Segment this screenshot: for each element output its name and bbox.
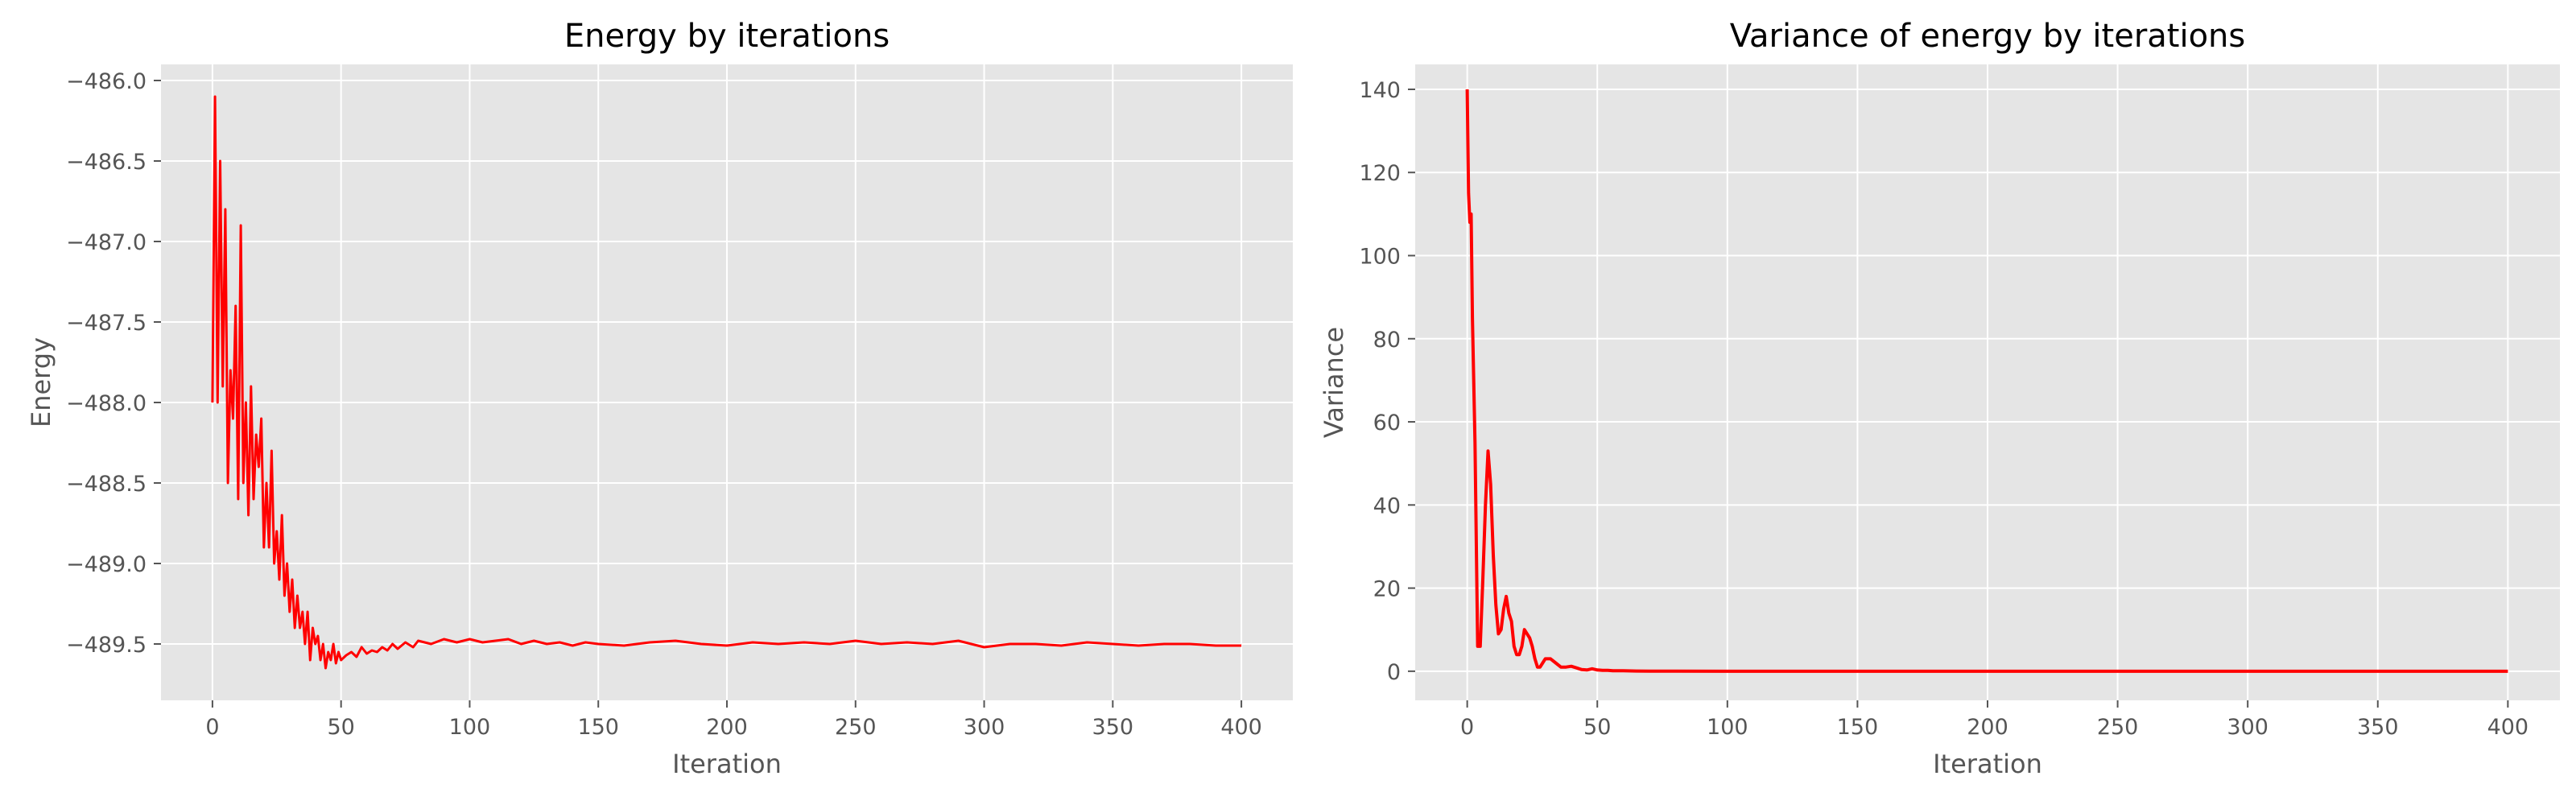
energy-x-tick-label: 350: [1092, 715, 1134, 740]
energy-y-tick-label: −489.0: [66, 552, 147, 577]
variance-x-tick-label: 350: [2357, 715, 2399, 740]
energy-y-tick-label: −487.5: [66, 311, 147, 336]
variance-x-tick-label: 400: [2487, 715, 2529, 740]
energy-y-tick-label: −487.0: [66, 230, 147, 255]
energy-y-axis-label: Energy: [26, 337, 56, 427]
energy-x-axis-label: Iteration: [672, 749, 782, 779]
variance-x-tick-label: 0: [1460, 715, 1474, 740]
variance-y-tick-label: 120: [1359, 161, 1401, 186]
variance-y-tick-label: 60: [1373, 411, 1401, 435]
variance-chart-panel: 0 50 100 150 200 250 300 350 400 0 20 40 60 80 100 120 1…: [1319, 18, 2560, 779]
energy-x-tick-label: 400: [1220, 715, 1262, 740]
variance-x-axis-label: Iteration: [1933, 749, 2042, 779]
energy-x-tick-label: 200: [706, 715, 748, 740]
variance-y-tick-label: 80: [1373, 328, 1401, 353]
variance-x-tick-label: 200: [1967, 715, 2008, 740]
energy-x-tick-label: 250: [835, 715, 877, 740]
variance-y-tick-label: 100: [1359, 245, 1401, 270]
variance-y-tick-label: 40: [1373, 493, 1401, 518]
variance-chart-title: Variance of energy by iterations: [1730, 18, 2245, 55]
variance-y-tick-label: 0: [1387, 660, 1401, 685]
energy-y-tick-label: −486.0: [66, 69, 147, 94]
energy-x-tick-label: 50: [328, 715, 355, 740]
energy-x-tick-label: 300: [964, 715, 1005, 740]
variance-y-tick-label: 20: [1373, 577, 1401, 602]
energy-y-tick-label: −488.5: [66, 472, 147, 497]
energy-series-line: [211, 95, 1242, 670]
energy-x-tick-label: 150: [577, 715, 619, 740]
variance-x-tick-label: 50: [1583, 715, 1611, 740]
variance-x-tick-label: 250: [2097, 715, 2139, 740]
energy-chart-title: Energy by iterations: [564, 18, 890, 55]
energy-x-tick-label: 0: [205, 715, 219, 740]
variance-x-tick-label: 150: [1837, 715, 1879, 740]
variance-x-tick-label: 100: [1707, 715, 1748, 740]
energy-y-tick-label: −486.5: [66, 150, 147, 175]
variance-x-tick-label: 300: [2227, 715, 2268, 740]
variance-series-line: [1465, 89, 2508, 673]
energy-x-tick-label: 100: [449, 715, 491, 740]
variance-y-axis-label: Variance: [1319, 327, 1349, 438]
energy-y-tick-label: −488.0: [66, 391, 147, 416]
variance-y-tick-label: 140: [1359, 78, 1401, 103]
energy-chart-panel: 0 50 100 150 200 250 300 350 400 −486.0 −486.5 −487…: [26, 18, 1293, 779]
energy-y-tick-label: −489.5: [66, 633, 147, 658]
